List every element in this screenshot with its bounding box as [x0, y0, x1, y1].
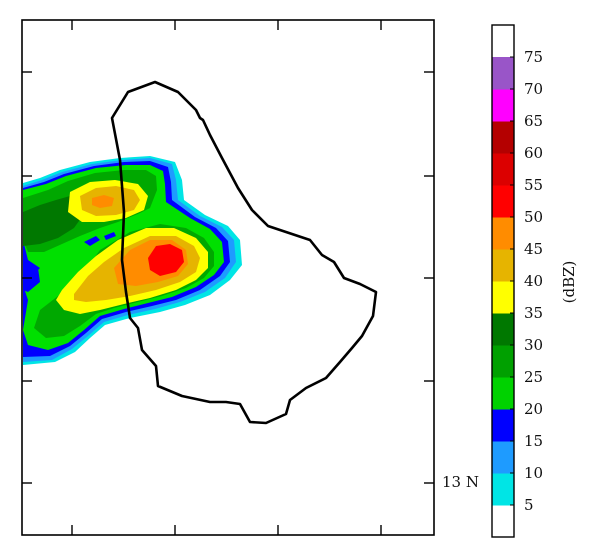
colorbar-unit-label: (dBZ)	[560, 261, 578, 304]
echo-contour-50a	[92, 195, 114, 208]
echo-contour-55	[148, 244, 184, 276]
colorbar-label-60: 60	[524, 144, 543, 162]
colorbar-swatch-5	[492, 505, 514, 538]
colorbar-label-25: 25	[524, 368, 543, 386]
colorbar-swatch-70	[492, 89, 514, 122]
echo-gap-b	[104, 232, 116, 240]
colorbar-label-5: 5	[524, 496, 534, 514]
colorbar-label-10: 10	[524, 464, 543, 482]
colorbar-swatch-20	[492, 409, 514, 442]
echo-gap-c	[23, 268, 40, 292]
colorbar-swatch-25	[492, 377, 514, 410]
colorbar-swatch-50	[492, 217, 514, 250]
colorbar-label-50: 50	[524, 208, 543, 226]
colorbar-swatch-10	[492, 473, 514, 506]
colorbar: 5 10 15 20 25 30 35 40 45 50 55 60 65 70 75 (dBZ)	[491, 24, 578, 538]
colorbar-label-45: 45	[524, 240, 543, 258]
colorbar-swatch-35	[492, 313, 514, 346]
colorbar-label-35: 35	[524, 304, 543, 322]
colorbar-swatch-60	[492, 153, 514, 186]
island-coastline	[110, 80, 378, 425]
colorbar-label-75: 75	[524, 48, 543, 66]
colorbar-label-15: 15	[524, 432, 543, 450]
colorbar-swatch-75	[492, 57, 514, 90]
colorbar-label-70: 70	[524, 80, 543, 98]
colorbar-swatch-30	[492, 345, 514, 378]
colorbar-labels: 5 10 15 20 25 30 35 40 45 50 55 60 65 70 75	[510, 48, 543, 514]
map-area: 13 N	[21, 19, 479, 536]
colorbar-label-65: 65	[524, 112, 543, 130]
colorbar-label-40: 40	[524, 272, 543, 290]
latitude-label: 13 N	[442, 473, 479, 491]
colorbar-swatch-55	[492, 185, 514, 218]
colorbar-label-30: 30	[524, 336, 543, 354]
colorbar-swatch-45	[492, 249, 514, 282]
echo-gap-a	[84, 236, 100, 246]
colorbar-swatch-15	[492, 441, 514, 474]
colorbar-swatch-top	[492, 25, 514, 57]
colorbar-swatch-40	[492, 281, 514, 314]
map-ticks	[22, 20, 434, 535]
colorbar-label-55: 55	[524, 176, 543, 194]
colorbar-swatch-65	[492, 121, 514, 154]
colorbar-swatches	[492, 25, 514, 538]
colorbar-label-20: 20	[524, 400, 543, 418]
